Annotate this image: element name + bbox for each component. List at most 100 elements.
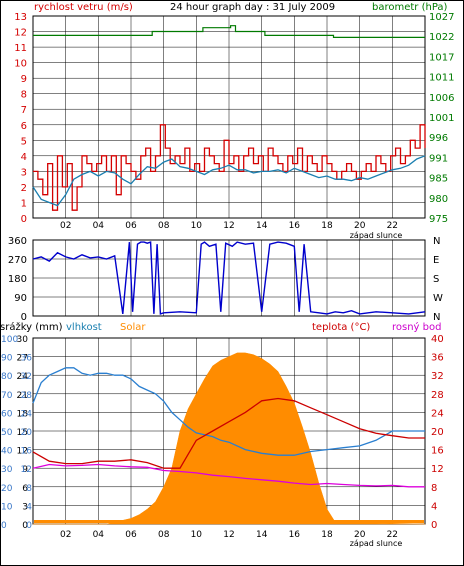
wind-tick-label: 7 — [21, 105, 27, 116]
x-tick-label: 10 — [191, 221, 203, 231]
temperature-left-tick-label: 20 — [21, 428, 33, 438]
x-tick-label: 12 — [223, 530, 234, 540]
direction-tick-label: 90 — [14, 293, 27, 304]
wind-tick-label: 3 — [21, 167, 27, 178]
wind-tick-label: 5 — [21, 136, 27, 147]
pressure-tick-label: 1011 — [429, 73, 454, 84]
x-tick-label: 10 — [191, 530, 203, 540]
x-tick-label: 12 — [223, 221, 234, 231]
pressure-tick-label: 1022 — [429, 32, 454, 43]
humidity-tick-label: 6 — [22, 484, 28, 494]
humidity-axis-title: vlhkost — [66, 322, 102, 333]
rain-tick-label: 30 — [1, 465, 13, 475]
x-tick-label: 04 — [93, 221, 105, 231]
wind-average-line — [32, 155, 426, 207]
wind-tick-label: 1 — [21, 199, 27, 210]
humidity-tick-label: 0 — [22, 521, 28, 531]
temperature-right-tick-label: 8 — [431, 483, 437, 494]
wind-tick-label: 10 — [14, 59, 27, 70]
temperature-right-tick-label: 40 — [431, 334, 444, 345]
humidity-tick-label: 15 — [17, 428, 28, 438]
wind-tick-label: 11 — [14, 43, 27, 54]
wind-speed-line — [33, 124, 426, 211]
pressure-tick-label: 1017 — [429, 52, 454, 63]
temperature-left-tick-label: 12 — [21, 465, 32, 475]
temperature-right-tick-label: 28 — [431, 390, 444, 401]
rain-tick-label: 50 — [1, 428, 13, 438]
temperature-left-tick-label: 28 — [21, 391, 33, 401]
temperature-axis-title: teplota (°C) — [312, 322, 370, 333]
rain-tick-label: 80 — [1, 372, 13, 382]
solar-axis-title: Solar — [120, 322, 146, 333]
pressure-tick-label: 980 — [429, 194, 448, 205]
compass-label: S — [433, 274, 439, 285]
temperature-left-tick-label: 36 — [21, 354, 33, 364]
sunset-label: západ slunce — [350, 231, 403, 240]
humidity-tick-label: 24 — [17, 372, 29, 382]
solar-baseline — [34, 520, 424, 523]
temperature-right-tick-label: 0 — [431, 520, 437, 531]
x-tick-label: 16 — [289, 221, 301, 231]
humidity-tick-label: 18 — [17, 409, 29, 419]
humidity-line — [32, 367, 425, 456]
temperature-left-tick-label: 24 — [21, 409, 33, 419]
compass-label: W — [433, 293, 443, 304]
wind-tick-label: 6 — [21, 121, 27, 132]
humidity-tick-label: 30 — [17, 335, 29, 345]
x-tick-label: 14 — [256, 530, 268, 540]
dewpoint-line — [32, 463, 425, 488]
temperature-right-tick-label: 20 — [431, 427, 444, 438]
humidity-temperature-panel: 0102030405060708090100036912151821242730… — [1, 334, 444, 548]
temperature-left-tick-label: 0 — [26, 521, 32, 531]
humidity-tick-label: 3 — [22, 502, 28, 512]
rain-axis-title: srážky (mm) — [0, 321, 63, 333]
temperature-line — [32, 397, 425, 469]
temperature-right-tick-label: 24 — [431, 408, 444, 419]
pressure-tick-label: 985 — [429, 174, 448, 185]
direction-tick-label: 270 — [8, 255, 27, 266]
temperature-right-tick-label: 4 — [431, 501, 437, 512]
wind-direction-line — [32, 241, 426, 315]
pressure-tick-label: 1001 — [429, 113, 454, 124]
pressure-tick-label: 975 — [429, 214, 448, 225]
humidity-tick-label: 21 — [17, 391, 28, 401]
pressure-tick-label: 991 — [429, 153, 448, 164]
x-tick-label: 22 — [387, 530, 398, 540]
wind-tick-label: 13 — [14, 12, 27, 23]
x-tick-label: 20 — [354, 221, 366, 231]
wind-pressure-panel: 0123456789101112139759809859919961001100… — [14, 12, 454, 240]
temperature-right-tick-label: 36 — [431, 353, 444, 364]
direction-tick-label: 0 — [21, 312, 27, 323]
x-tick-label: 08 — [158, 221, 170, 231]
humidity-tick-label: 9 — [22, 465, 28, 475]
wind-axis-title: rychlost vetru (m/s) — [34, 2, 133, 13]
rain-tick-label: 0 — [1, 521, 7, 531]
graph-title: 24 hour graph day : 31 July 2009 — [170, 2, 335, 13]
temperature-left-tick-label: 4 — [26, 502, 32, 512]
humidity-tick-label: 27 — [17, 354, 28, 364]
temperature-right-tick-label: 12 — [431, 464, 444, 475]
sunset-label: západ slunce — [350, 539, 403, 548]
temperature-left-tick-label: 32 — [21, 372, 32, 382]
compass-label: N — [433, 312, 440, 323]
rain-tick-label: 10 — [1, 502, 13, 512]
temperature-right-tick-label: 32 — [431, 371, 444, 382]
temperature-left-tick-label: 16 — [21, 447, 33, 457]
rain-tick-label: 20 — [1, 484, 13, 494]
compass-label: N — [433, 236, 440, 247]
x-tick-label: 16 — [289, 530, 301, 540]
rain-tick-label: 40 — [1, 447, 13, 457]
x-tick-label: 22 — [387, 221, 398, 231]
x-tick-label: 18 — [321, 221, 333, 231]
direction-tick-label: 180 — [8, 274, 27, 285]
x-tick-label: 18 — [321, 530, 333, 540]
pressure-axis-title: barometr (hPa) — [372, 2, 448, 13]
wind-tick-label: 8 — [21, 90, 27, 101]
dewpoint-axis-title: rosný bod — [392, 321, 441, 333]
compass-label: E — [433, 255, 439, 266]
pressure-tick-label: 996 — [429, 133, 448, 144]
wind-tick-label: 9 — [21, 74, 27, 85]
